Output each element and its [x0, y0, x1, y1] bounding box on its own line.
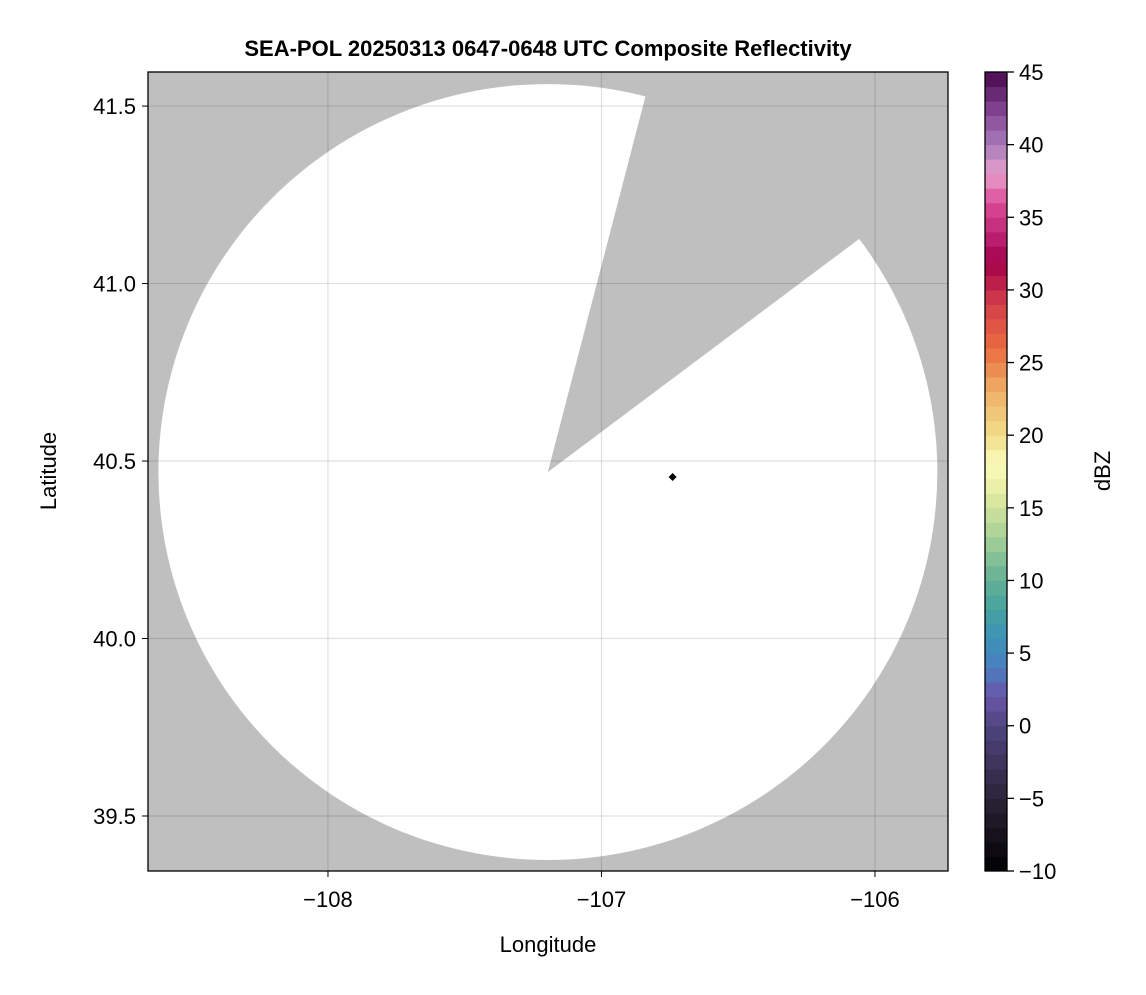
- colorbar-bin: [985, 464, 1007, 480]
- y-tick-label: 40.0: [93, 627, 136, 652]
- colorbar-bin: [985, 362, 1007, 378]
- colorbar-bin: [985, 435, 1007, 451]
- colorbar-bin: [985, 72, 1007, 88]
- colorbar-tick-label: 10: [1019, 568, 1043, 593]
- colorbar-bin: [985, 377, 1007, 393]
- colorbar-bin: [985, 289, 1007, 305]
- y-tick-label: 41.5: [93, 94, 136, 119]
- colorbar-bin: [985, 188, 1007, 204]
- colorbar-bin: [985, 115, 1007, 131]
- y-axis-label: Latitude: [36, 432, 61, 510]
- colorbar-bin: [985, 841, 1007, 857]
- colorbar-bin: [985, 624, 1007, 640]
- colorbar-bin: [985, 86, 1007, 102]
- colorbar-bin: [985, 275, 1007, 291]
- x-tick-label: −108: [303, 887, 353, 912]
- colorbar-label: dBZ: [1090, 451, 1115, 491]
- colorbar-bin: [985, 667, 1007, 683]
- y-tick-label: 41.0: [93, 272, 136, 297]
- x-tick-label: −107: [577, 887, 627, 912]
- plot-area: −108 −107 −106 39.5 40.0 40.5 41.0 41.5: [93, 71, 949, 912]
- colorbar-bin: [985, 246, 1007, 262]
- colorbar-bin: [985, 580, 1007, 596]
- y-tick-label: 39.5: [93, 804, 136, 829]
- colorbar-bin: [985, 522, 1007, 538]
- colorbar-bin: [985, 725, 1007, 741]
- colorbar-bin: [985, 449, 1007, 465]
- colorbar-bin: [985, 217, 1007, 233]
- colorbar-bin: [985, 653, 1007, 669]
- colorbar-frame: [984, 71, 1008, 872]
- colorbar-bin: [985, 231, 1007, 247]
- colorbar-bin: [985, 202, 1007, 218]
- colorbar-bin: [985, 493, 1007, 509]
- y-tick-label: 40.5: [93, 449, 136, 474]
- colorbar-bin: [985, 173, 1007, 189]
- colorbar-bin: [985, 740, 1007, 756]
- colorbar-bin: [985, 609, 1007, 625]
- colorbar-bin: [985, 130, 1007, 146]
- colorbar-bin: [985, 391, 1007, 407]
- colorbar-bin: [985, 420, 1007, 436]
- colorbar-tick-label: 5: [1019, 641, 1031, 666]
- colorbar-bin: [985, 594, 1007, 611]
- colorbar-bin: [985, 696, 1007, 712]
- colorbar-tick-label: 35: [1019, 205, 1043, 230]
- colorbar-tick-label: 25: [1019, 351, 1043, 376]
- colorbar-bin: [985, 101, 1007, 117]
- colorbar-tick-label: 45: [1019, 60, 1043, 85]
- colorbar-bin: [985, 754, 1007, 770]
- colorbar-bin: [985, 798, 1007, 814]
- colorbar-bin: [985, 856, 1007, 872]
- colorbar-bin: [985, 304, 1007, 320]
- colorbar-bin: [985, 507, 1007, 523]
- colorbar-bin: [985, 711, 1007, 727]
- colorbar-bin: [985, 159, 1007, 175]
- colorbar-bin: [985, 812, 1007, 828]
- colorbar-tick-label: −5: [1019, 786, 1044, 811]
- x-tick-label: −106: [850, 887, 900, 912]
- colorbar-bin: [985, 318, 1007, 334]
- blocked-sector: [547, 72, 948, 473]
- x-axis-label: Longitude: [500, 932, 597, 957]
- colorbar-bin: [985, 144, 1007, 160]
- radar-site-marker: [668, 473, 677, 482]
- colorbar-bin: [985, 827, 1007, 843]
- plot-frame: [147, 71, 949, 872]
- colorbar-tick-label: 0: [1019, 714, 1031, 739]
- colorbar-bin: [985, 682, 1007, 698]
- colorbar-tick-label: 40: [1019, 133, 1043, 158]
- colorbar-tick-label: 30: [1019, 278, 1043, 303]
- chart-title: SEA-POL 20250313 0647-0648 UTC Composite…: [244, 36, 852, 61]
- colorbar-bin: [985, 478, 1007, 494]
- colorbar-bin: [985, 348, 1007, 364]
- colorbar-bin: [985, 769, 1007, 785]
- colorbar-bin: [985, 551, 1007, 567]
- colorbar-bin: [985, 638, 1007, 654]
- colorbar-bin: [985, 783, 1007, 799]
- colorbar-bin: [985, 406, 1007, 422]
- colorbar-tick-label: −10: [1019, 859, 1056, 884]
- colorbar-bin: [985, 260, 1007, 276]
- colorbar: −10 −5 0 5 10 15 20 25 30 35 40 45: [984, 60, 1056, 884]
- colorbar-bin: [985, 333, 1007, 349]
- colorbar-bin: [985, 565, 1007, 581]
- colorbar-bin: [985, 536, 1007, 552]
- colorbar-tick-label: 15: [1019, 496, 1043, 521]
- colorbar-tick-label: 20: [1019, 423, 1043, 448]
